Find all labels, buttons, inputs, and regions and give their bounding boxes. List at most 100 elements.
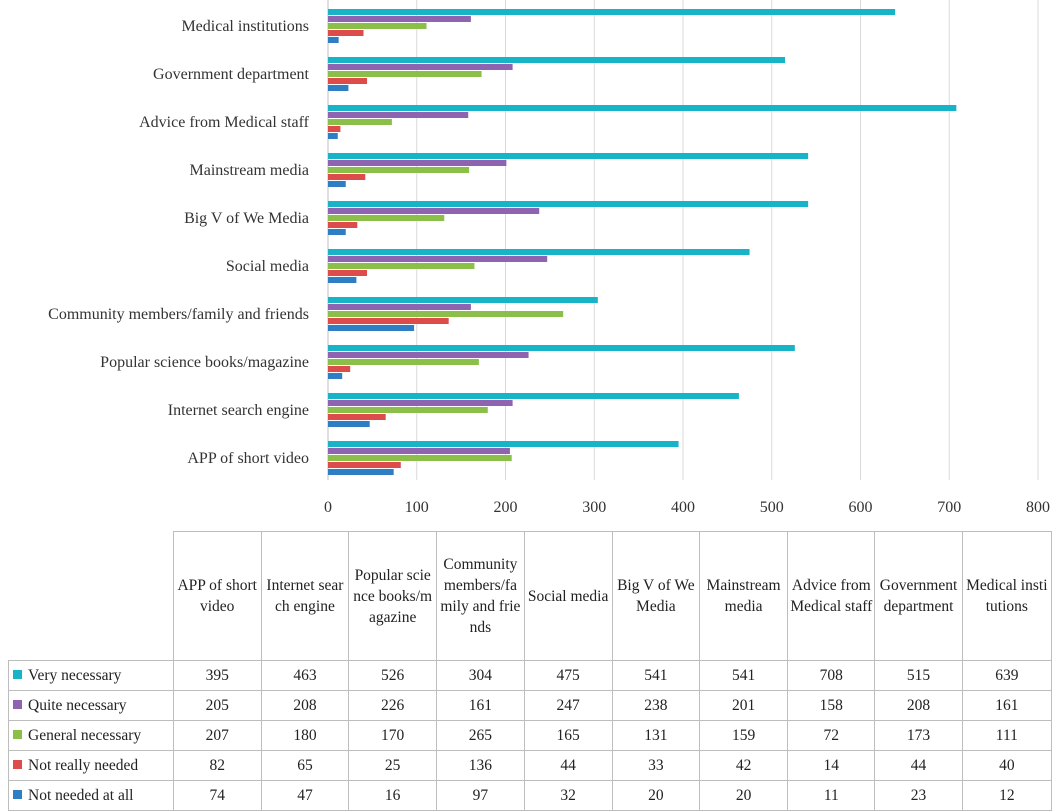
bar bbox=[328, 9, 896, 15]
category-label: Popular science books/magazine bbox=[100, 354, 309, 371]
bar bbox=[328, 23, 427, 29]
table-row: Not needed at all 74 47 16 97 32 20 20 11 23 12 bbox=[8, 780, 1052, 811]
table-cell: 475 bbox=[523, 660, 613, 691]
table-cell: 74 bbox=[172, 780, 262, 811]
table-cell: 65 bbox=[260, 750, 350, 781]
bar bbox=[328, 30, 364, 36]
bar bbox=[328, 462, 401, 468]
table-cell: 639 bbox=[961, 660, 1052, 691]
x-tick-label: 300 bbox=[582, 499, 606, 516]
category-label: APP of short video bbox=[187, 450, 309, 467]
bar bbox=[328, 160, 507, 166]
category-label: Social media bbox=[226, 258, 309, 275]
bar bbox=[328, 441, 679, 447]
category-label: Big V of We Media bbox=[184, 210, 309, 227]
bar bbox=[328, 407, 488, 413]
table-cell: 173 bbox=[874, 720, 963, 751]
table-cell: 226 bbox=[348, 690, 438, 721]
bar bbox=[328, 277, 357, 283]
category-label: Medical institutions bbox=[181, 18, 309, 35]
table-cell: 201 bbox=[698, 690, 789, 721]
bar bbox=[328, 174, 366, 180]
legend-label: Very necessary bbox=[28, 667, 122, 684]
table-row: Quite necessary 205 208 226 161 247 238 201 158 2… bbox=[8, 690, 1052, 721]
legend-swatch bbox=[13, 670, 22, 679]
table-cell: 20 bbox=[698, 780, 789, 811]
bar bbox=[328, 345, 795, 351]
legend-swatch bbox=[13, 760, 22, 769]
table-cell: 44 bbox=[523, 750, 613, 781]
table-column-header: APP of short video bbox=[172, 531, 262, 661]
table-cell: 170 bbox=[348, 720, 438, 751]
table-cell: 40 bbox=[961, 750, 1052, 781]
table-cell: 180 bbox=[260, 720, 350, 751]
bar bbox=[328, 325, 415, 331]
table-column-header: Medical institutions bbox=[961, 531, 1052, 661]
x-tick-label: 400 bbox=[671, 499, 695, 516]
bar bbox=[328, 249, 750, 255]
legend-swatch bbox=[13, 730, 22, 739]
table-column-header: Mainstream media bbox=[698, 531, 789, 661]
category-label: Internet search engine bbox=[168, 402, 309, 419]
bar bbox=[328, 366, 351, 372]
x-tick-label: 500 bbox=[760, 499, 784, 516]
table-column-header: Government department bbox=[874, 531, 963, 661]
table-column-header: Popular science books/magazine bbox=[348, 531, 438, 661]
table-cell: 44 bbox=[874, 750, 963, 781]
bar bbox=[328, 414, 386, 420]
x-tick-label: 700 bbox=[937, 499, 961, 516]
bar bbox=[328, 167, 470, 173]
table-cell: 14 bbox=[787, 750, 876, 781]
table-cell: 82 bbox=[172, 750, 262, 781]
table-column-header: Community members/family and friends bbox=[436, 531, 525, 661]
table-cell: 20 bbox=[611, 780, 700, 811]
bar bbox=[328, 469, 394, 475]
table-cell: 161 bbox=[961, 690, 1052, 721]
bar bbox=[328, 126, 341, 132]
bar bbox=[328, 105, 957, 111]
table-column-header: Internet search engine bbox=[260, 531, 350, 661]
bar bbox=[328, 359, 479, 365]
x-tick-label: 600 bbox=[849, 499, 873, 516]
bar bbox=[328, 393, 739, 399]
table-cell: 708 bbox=[787, 660, 876, 691]
category-label: Mainstream media bbox=[189, 162, 309, 179]
table-cell: 304 bbox=[436, 660, 525, 691]
legend-label: Quite necessary bbox=[28, 697, 127, 714]
legend-label: General necessary bbox=[28, 727, 142, 744]
table-cell: 23 bbox=[874, 780, 963, 811]
bar bbox=[328, 318, 449, 324]
table-cell: 33 bbox=[611, 750, 700, 781]
bar bbox=[328, 352, 529, 358]
table-cell: 111 bbox=[961, 720, 1052, 751]
table-column-header: Advice from Medical staff bbox=[787, 531, 876, 661]
table-cell: 161 bbox=[436, 690, 525, 721]
bar bbox=[328, 16, 471, 22]
table-cell: 158 bbox=[787, 690, 876, 721]
table-row: Very necessary 395 463 526 304 475 541 541 708 51… bbox=[8, 660, 1052, 691]
table-cell: 265 bbox=[436, 720, 525, 751]
table-cell: 159 bbox=[698, 720, 789, 751]
bar bbox=[328, 208, 540, 214]
table-cell: 247 bbox=[523, 690, 613, 721]
table-cell: 205 bbox=[172, 690, 262, 721]
category-label: Advice from Medical staff bbox=[139, 114, 310, 131]
bar bbox=[328, 270, 368, 276]
legend-label: Not really needed bbox=[28, 757, 139, 774]
table-cell: 208 bbox=[874, 690, 963, 721]
bar bbox=[328, 229, 346, 235]
legend-entry: Not really needed bbox=[8, 750, 174, 781]
table-row: General necessary 207 180 170 265 165 131 159 72… bbox=[8, 720, 1052, 751]
bar bbox=[328, 455, 512, 461]
table-cell: 238 bbox=[611, 690, 700, 721]
bar bbox=[328, 85, 349, 91]
bar bbox=[328, 421, 370, 427]
table-cell: 47 bbox=[260, 780, 350, 811]
table-cell: 16 bbox=[348, 780, 438, 811]
table-corner bbox=[8, 531, 174, 661]
bar bbox=[328, 400, 513, 406]
table-cell: 207 bbox=[172, 720, 262, 751]
table-cell: 32 bbox=[523, 780, 613, 811]
data-table: APP of short video Internet search engine… bbox=[8, 531, 1052, 811]
table-cell: 11 bbox=[787, 780, 876, 811]
